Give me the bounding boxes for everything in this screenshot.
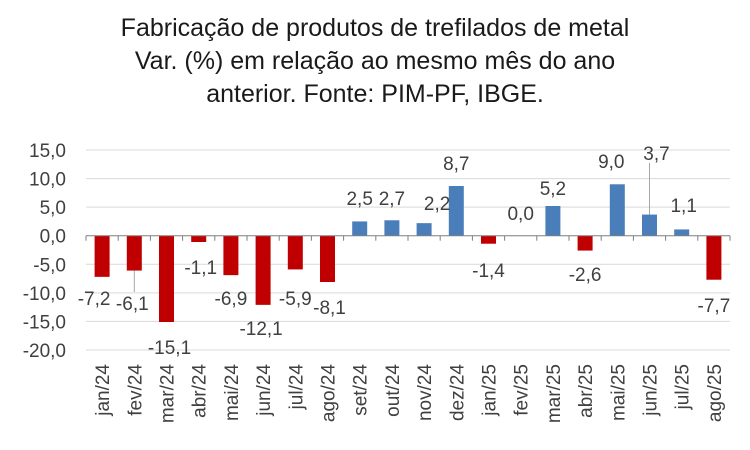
data-label-jun/25: 3,7 (643, 144, 669, 165)
x-category-label: abr/25 (576, 364, 597, 418)
chart-title-line-2: Var. (%) em relação ao mesmo mês do ano (134, 47, 616, 75)
data-label-fev/24: -6,1 (116, 294, 149, 315)
bar-dez/24 (448, 186, 464, 236)
x-category-label: fev/25 (512, 364, 533, 416)
data-label-jun/24: -12,1 (239, 319, 282, 340)
x-category-label: mai/24 (222, 364, 243, 421)
chart-title: Fabricação de produtos de trefilados de … (0, 12, 750, 111)
bar-mar/24 (159, 235, 174, 322)
x-category-label: jan/25 (480, 364, 501, 417)
x-category-label: jun/24 (254, 364, 275, 417)
bar-jul/25 (674, 229, 690, 236)
x-category-label: jul/25 (673, 364, 694, 410)
chart-title-line-3: anterior. Fonte: PIM-PF, IBGE. (206, 80, 544, 108)
data-label-mar/24: -15,1 (148, 338, 191, 359)
bar-mai/24 (223, 235, 239, 276)
x-category-label: jan/24 (93, 364, 114, 417)
bar-mai/25 (609, 184, 625, 236)
bar-jul/24 (287, 235, 303, 270)
bar-abr/24 (191, 235, 207, 242)
data-label-set/24: 2,5 (346, 189, 372, 210)
bar-jun/25 (642, 214, 657, 236)
bar-nov/24 (416, 223, 432, 236)
bar-fev/24 (126, 235, 142, 271)
x-category-label: jun/25 (641, 364, 662, 417)
data-label-mai/25: 9,0 (598, 152, 624, 173)
y-tick-label: -15,0 (23, 312, 66, 333)
y-tick-label: 5,0 (40, 198, 66, 219)
x-category-label: fev/24 (125, 364, 146, 416)
data-label-out/24: 2,7 (379, 189, 405, 210)
data-label-ago/25: -7,7 (698, 296, 731, 317)
data-label-jan/24: -7,2 (78, 289, 111, 310)
data-label-mai/24: -6,9 (215, 289, 248, 310)
data-label-fev/25: 0,0 (507, 204, 533, 225)
x-category-label: nov/24 (415, 364, 436, 421)
x-category-label: ago/25 (705, 364, 726, 422)
x-category-label: abr/24 (190, 364, 211, 418)
y-tick-label: 15,0 (29, 141, 66, 162)
bar-jan/25 (481, 235, 496, 244)
data-label-nov/24: 2,2 (424, 194, 450, 215)
bar-out/24 (384, 220, 400, 236)
data-label-dez/24: 8,7 (443, 154, 469, 175)
bar-jan/24 (94, 235, 110, 277)
chart-title-line-1: Fabricação de produtos de trefilados de … (120, 14, 630, 42)
bar-ago/25 (706, 235, 722, 280)
y-tick-label: -10,0 (23, 284, 66, 305)
bar-abr/25 (577, 235, 593, 251)
data-label-mar/25: 5,2 (540, 179, 566, 200)
y-tick-label: -20,0 (23, 341, 66, 362)
y-tick-label: 0,0 (40, 227, 66, 248)
x-category-label: dez/24 (447, 364, 468, 421)
y-tick-label: 10,0 (29, 170, 66, 191)
x-category-label: set/24 (351, 364, 372, 416)
data-label-jul/24: -5,9 (279, 289, 312, 310)
x-category-label: mar/25 (544, 364, 565, 423)
data-label-jan/25: -1,4 (472, 261, 505, 282)
y-tick-label: -5,0 (33, 255, 66, 276)
bar-mar/25 (545, 206, 561, 236)
x-category-label: out/24 (383, 364, 404, 417)
x-category-label: jul/24 (286, 364, 307, 411)
bar-ago/24 (320, 235, 335, 282)
x-category-label: mai/25 (608, 364, 629, 421)
data-label-abr/24: -1,1 (184, 258, 217, 279)
data-label-jul/25: 1,1 (670, 196, 696, 217)
x-category-label: mar/24 (158, 364, 179, 424)
data-label-abr/25: -2,6 (569, 265, 602, 286)
data-label-ago/24: -8,1 (313, 298, 346, 319)
x-category-label: ago/24 (319, 364, 340, 423)
bar-set/24 (352, 221, 368, 236)
bar-jun/24 (255, 235, 271, 305)
